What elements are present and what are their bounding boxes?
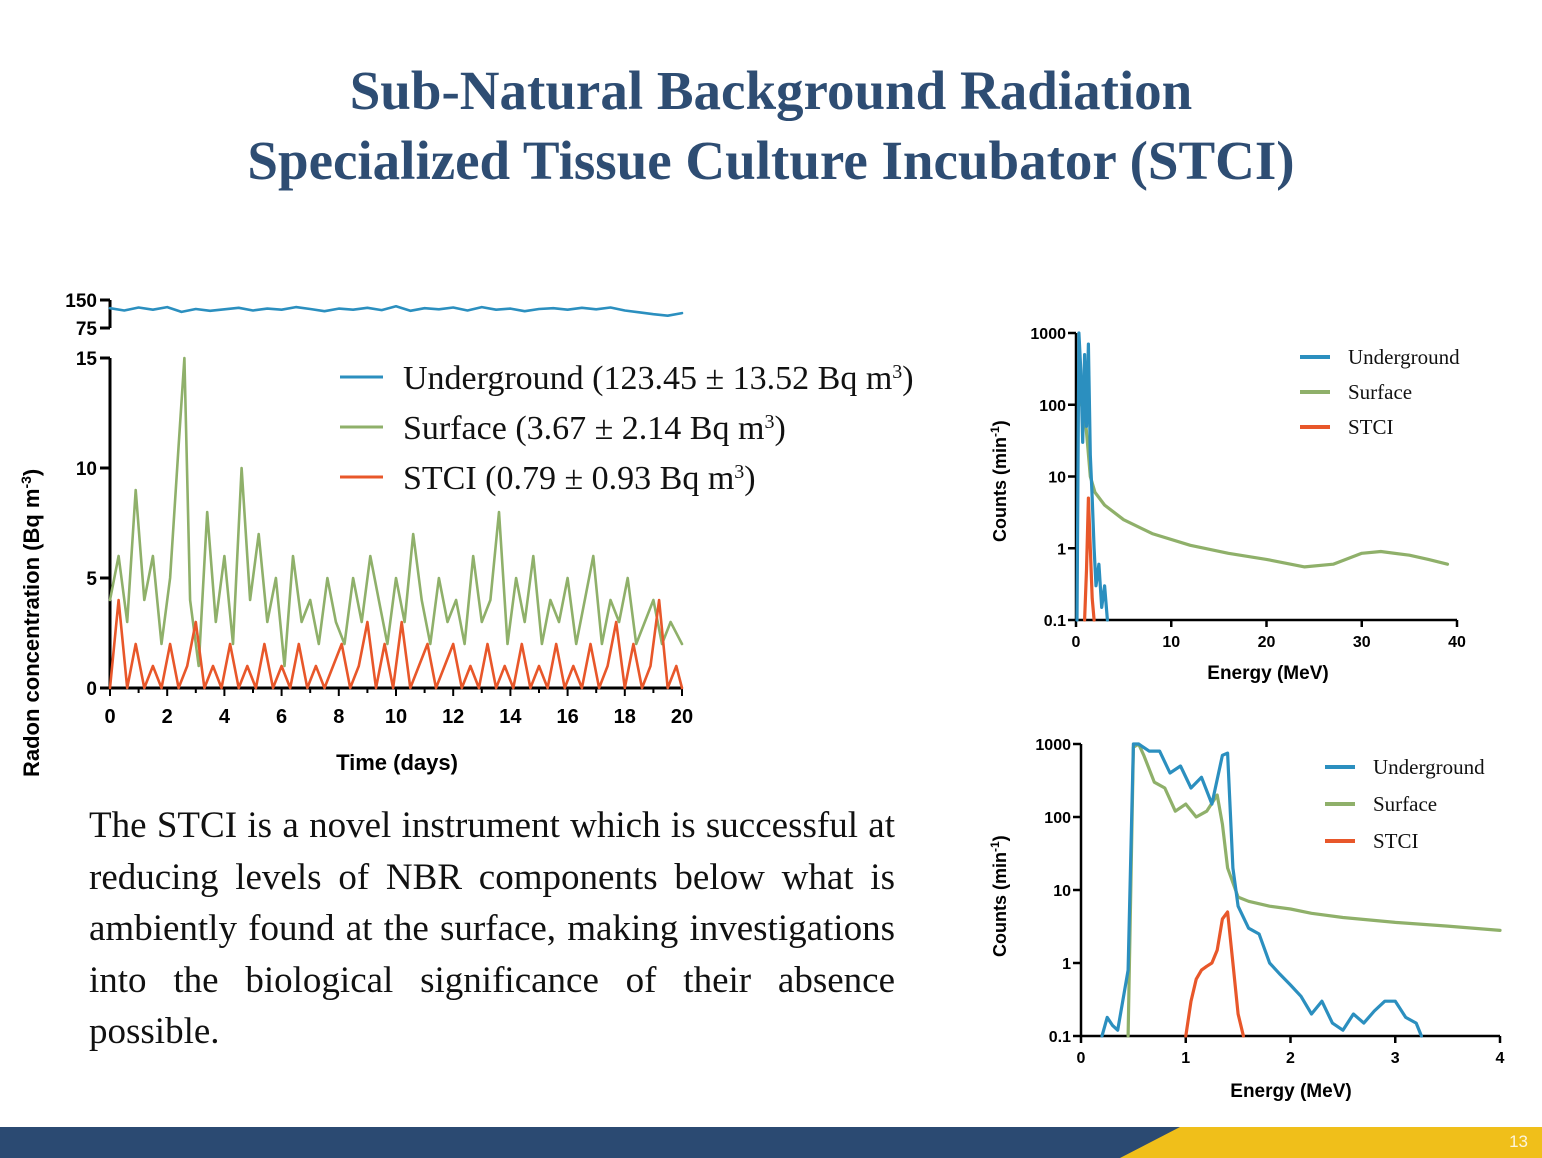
- x-tick-label: 10: [385, 706, 407, 728]
- legend-label-surface: Surface (3.67 ± 2.14 Bq m3): [403, 410, 786, 447]
- y-tick-label: 10: [1048, 470, 1066, 487]
- energy-spectrum-wide-chart: Counts (min-1) Energy (MeV) 0.1110100100…: [988, 326, 1466, 684]
- x-tick-label: 18: [614, 706, 636, 728]
- x-tick-label: 6: [276, 706, 287, 728]
- y-tick-label: 150: [65, 291, 97, 312]
- x-tick-label: 0: [1077, 1050, 1086, 1067]
- series-line-surface: [1079, 381, 1450, 569]
- series-line-stci: [1184, 910, 1245, 1038]
- y-tick-label: 10: [76, 459, 97, 480]
- x-tick-label: 1: [1181, 1050, 1190, 1067]
- y-axis-label: Counts (min-1): [988, 835, 1010, 957]
- y-tick-label: 10: [1053, 883, 1071, 900]
- legend-label-underground: Underground: [1373, 755, 1485, 779]
- x-tick-label: 16: [556, 706, 578, 728]
- x-axis-label: Time (days): [336, 750, 458, 775]
- x-tick-label: 20: [1258, 634, 1276, 651]
- legend-label-surface: Surface: [1373, 792, 1437, 816]
- y-tick-label: 75: [76, 319, 98, 340]
- slide-title: Sub-Natural Background Radiation Special…: [0, 56, 1542, 196]
- page-number: 13: [1509, 1132, 1528, 1151]
- y-tick-label: 0.1: [1044, 613, 1066, 630]
- y-tick-label: 100: [1044, 810, 1071, 827]
- footer-gold-band: [1120, 1127, 1542, 1158]
- x-tick-label: 8: [333, 706, 344, 728]
- x-tick-label: 0: [104, 706, 115, 728]
- series-line-underground: [1100, 742, 1423, 1038]
- x-tick-label: 4: [1496, 1050, 1505, 1067]
- y-tick-label: 0.1: [1049, 1029, 1071, 1046]
- legend-label-surface: Surface: [1348, 380, 1412, 404]
- y-tick-label: 15: [76, 349, 98, 370]
- series-line-underground: [108, 304, 684, 318]
- x-tick-label: 2: [162, 706, 173, 728]
- x-tick-label: 40: [1448, 634, 1466, 651]
- x-axis-label: Energy (MeV): [1207, 663, 1328, 684]
- series-line-surface: [108, 356, 684, 668]
- y-tick-label: 1: [1062, 956, 1071, 973]
- y-axis-label: Counts (min-1): [988, 420, 1010, 542]
- radon-concentration-chart: Radon concentration (Bq m-3) Time (days)…: [18, 291, 914, 777]
- x-axis-label: Energy (MeV): [1230, 1081, 1351, 1102]
- y-tick-label: 1000: [1035, 737, 1071, 754]
- legend-label-underground: Underground (123.45 ± 13.52 Bq m3): [403, 360, 914, 397]
- y-tick-label: 5: [86, 569, 97, 590]
- series-line-stci: [1082, 496, 1096, 622]
- description-paragraph: The STCI is a novel instrument which is …: [89, 805, 895, 1052]
- legend-label-stci: STCI (0.79 ± 0.93 Bq m3): [403, 460, 756, 497]
- x-tick-label: 30: [1353, 634, 1371, 651]
- energy-spectrum-zoom-chart: Counts (min-1) Energy (MeV) 0.1110100100…: [988, 737, 1505, 1102]
- title-line-1: Sub-Natural Background Radiation: [349, 60, 1193, 121]
- y-tick-label: 1: [1057, 541, 1066, 558]
- x-tick-label: 10: [1162, 634, 1180, 651]
- legend-label-stci: STCI: [1373, 829, 1419, 853]
- x-tick-label: 20: [671, 706, 693, 728]
- y-tick-label: 0: [86, 679, 97, 700]
- title-line-2: Specialized Tissue Culture Incubator (ST…: [247, 130, 1295, 191]
- x-tick-label: 4: [219, 706, 231, 728]
- y-tick-label: 1000: [1030, 326, 1066, 343]
- series-line-stci: [108, 598, 684, 690]
- legend-label-stci: STCI: [1348, 415, 1394, 439]
- x-tick-label: 14: [499, 706, 522, 728]
- series-line-surface: [1126, 742, 1502, 1038]
- y-tick-label: 100: [1039, 398, 1066, 415]
- legend-label-underground: Underground: [1348, 345, 1460, 369]
- series-line-underground: [1075, 331, 1110, 622]
- x-tick-label: 2: [1286, 1050, 1295, 1067]
- x-tick-label: 12: [442, 706, 464, 728]
- x-tick-label: 0: [1072, 634, 1081, 651]
- footer-bar: [0, 1127, 1542, 1158]
- x-tick-label: 3: [1391, 1050, 1400, 1067]
- y-axis-label: Radon concentration (Bq m-3): [18, 469, 44, 777]
